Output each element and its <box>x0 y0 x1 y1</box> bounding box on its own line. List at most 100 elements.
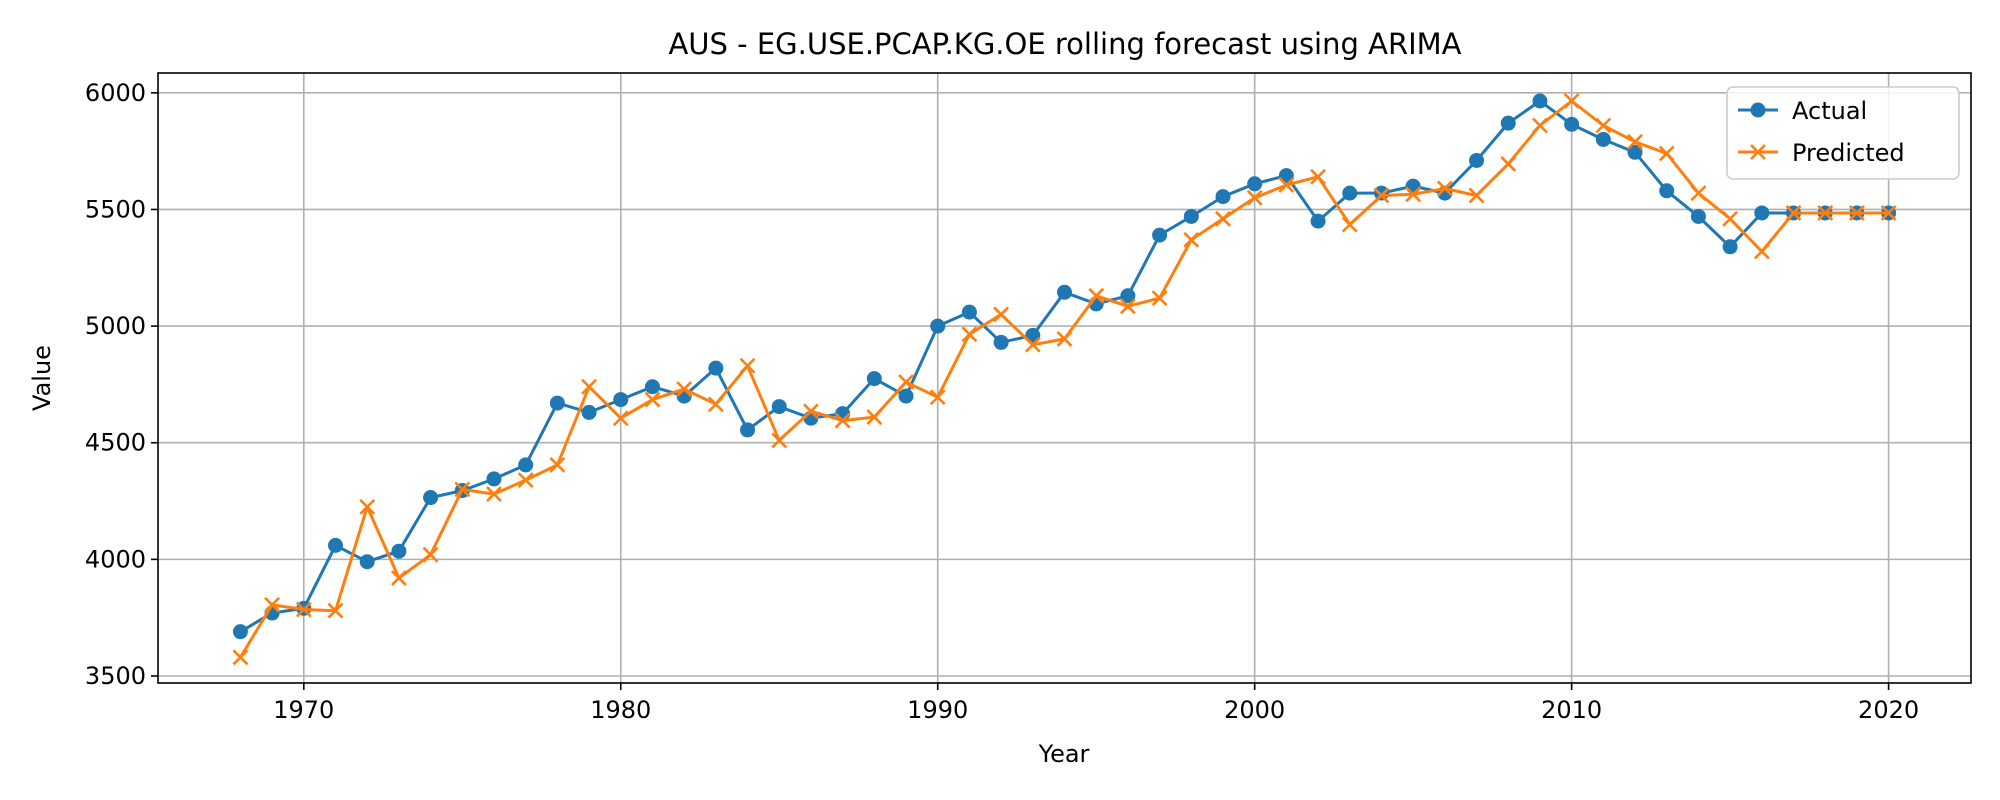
data-point-actual <box>1532 93 1548 109</box>
data-point-actual <box>1247 176 1263 192</box>
data-point-actual <box>1152 227 1168 243</box>
data-point-actual <box>1183 208 1199 224</box>
data-point-predicted <box>1848 205 1865 221</box>
data-point-actual <box>1754 205 1770 221</box>
data-point-predicted <box>1215 210 1231 227</box>
data-point-predicted <box>549 456 566 473</box>
data-point-actual <box>1469 152 1485 168</box>
data-point-actual <box>1500 115 1516 131</box>
legend-label-actual: Actual <box>1792 97 1867 125</box>
data-point-predicted <box>676 381 693 397</box>
data-point-actual <box>1057 284 1072 300</box>
series-actual <box>232 93 1897 640</box>
data-point-predicted <box>1563 93 1580 109</box>
data-point-actual <box>1342 185 1358 201</box>
data-point-actual <box>518 457 534 473</box>
data-point-actual <box>1595 131 1611 147</box>
y-tick-label: 4500 <box>85 429 146 457</box>
y-axis-label: Value <box>28 345 56 411</box>
data-point-actual <box>1120 288 1136 304</box>
series-line-actual <box>239 99 1889 633</box>
data-point-predicted <box>1690 185 1707 202</box>
data-point-predicted <box>454 481 471 498</box>
data-point-actual <box>1215 189 1231 205</box>
x-tick-label: 1970 <box>273 696 334 724</box>
data-point-predicted <box>834 412 851 429</box>
data-point-actual <box>1690 208 1706 224</box>
data-point-predicted <box>1088 287 1105 304</box>
data-point-predicted <box>1373 187 1390 204</box>
data-point-predicted <box>1880 205 1897 221</box>
data-point-predicted <box>1753 243 1770 260</box>
data-point-predicted <box>898 374 914 391</box>
x-tick-label: 1990 <box>907 696 968 724</box>
data-point-actual <box>613 392 629 408</box>
data-point-predicted <box>422 546 439 563</box>
data-point-predicted <box>295 601 312 618</box>
x-tick-label: 2010 <box>1541 696 1602 724</box>
data-point-actual <box>359 554 375 570</box>
series-predicted <box>232 93 1897 666</box>
plot-frame <box>157 72 1972 684</box>
data-point-predicted <box>359 498 376 515</box>
data-point-predicted <box>1119 298 1136 315</box>
data-point-predicted <box>1627 133 1643 150</box>
data-point-actual <box>708 360 724 376</box>
data-point-predicted <box>1817 205 1834 221</box>
data-point-predicted <box>232 649 249 666</box>
data-point-predicted <box>1278 177 1295 193</box>
data-point-predicted <box>1500 156 1517 172</box>
data-point-predicted <box>327 602 344 619</box>
data-point-predicted <box>707 396 724 413</box>
data-point-predicted <box>581 378 597 395</box>
data-point-predicted <box>929 389 946 406</box>
x-tick-label: 1980 <box>590 696 651 724</box>
x-tick-label: 2000 <box>1224 696 1285 724</box>
data-point-actual <box>232 624 248 640</box>
data-point-predicted <box>1405 186 1422 203</box>
series-line-predicted <box>239 99 1889 659</box>
data-point-actual <box>423 490 439 506</box>
data-point-predicted <box>1246 189 1263 206</box>
series-layer <box>232 93 1897 666</box>
data-point-predicted <box>1468 187 1485 204</box>
data-point-predicted <box>803 403 819 420</box>
data-point-predicted <box>1183 231 1200 248</box>
x-tick-label: 2020 <box>1858 696 1919 724</box>
legend: Actual Predicted <box>1726 86 1960 180</box>
data-point-predicted <box>1436 180 1453 197</box>
data-point-predicted <box>1595 117 1612 134</box>
data-point-actual <box>1405 178 1421 194</box>
axis-ticks: 1970 1980 1990 2000 2010 2020 3500 4000 4500 5000… <box>85 79 1919 724</box>
legend-marker-predicted <box>1750 144 1766 160</box>
data-point-predicted <box>961 326 978 343</box>
y-tick-label: 5500 <box>85 195 146 223</box>
chart-title: AUS - EG.USE.PCAP.KG.OE rolling forecast… <box>668 27 1461 61</box>
y-tick-label: 5000 <box>85 312 146 340</box>
x-axis-label: Year <box>1038 740 1090 768</box>
data-point-predicted <box>486 486 502 502</box>
data-point-actual <box>930 318 946 334</box>
data-point-actual <box>771 399 787 415</box>
data-point-predicted <box>1056 331 1073 347</box>
data-point-predicted <box>1151 290 1168 307</box>
data-point-actual <box>740 422 756 438</box>
data-point-predicted <box>739 357 756 374</box>
data-point-predicted <box>264 596 281 613</box>
data-point-predicted <box>1532 117 1548 134</box>
data-point-actual <box>581 404 597 420</box>
data-point-actual <box>327 537 343 553</box>
data-point-predicted <box>517 472 534 488</box>
data-point-predicted <box>390 570 407 586</box>
data-point-predicted <box>1310 168 1326 185</box>
data-point-actual <box>898 388 914 404</box>
data-point-actual <box>1627 144 1643 160</box>
data-point-predicted <box>993 306 1010 323</box>
data-point-predicted <box>1785 205 1802 221</box>
data-point-actual <box>549 395 565 411</box>
data-point-actual <box>866 371 882 387</box>
data-point-actual <box>486 471 502 487</box>
legend-label-predicted: Predicted <box>1792 139 1905 167</box>
